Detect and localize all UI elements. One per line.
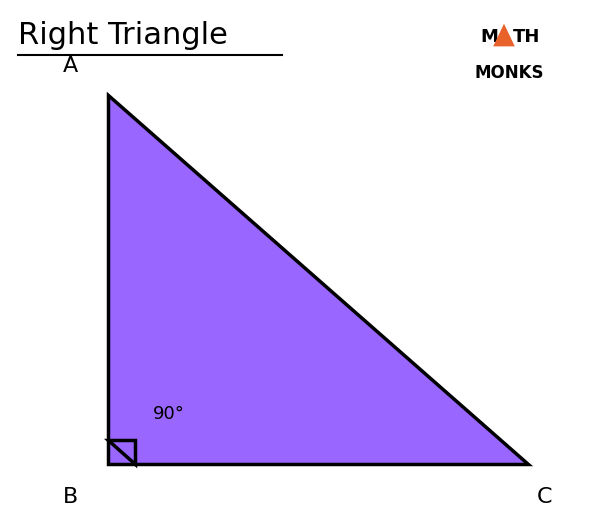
Text: C: C	[537, 487, 553, 508]
Text: M: M	[480, 28, 498, 46]
Polygon shape	[108, 95, 528, 464]
Polygon shape	[493, 24, 515, 46]
Polygon shape	[108, 440, 135, 464]
Text: MONKS: MONKS	[474, 64, 544, 82]
Text: 90°: 90°	[153, 405, 185, 423]
Text: TH: TH	[513, 28, 541, 46]
Text: Right Triangle: Right Triangle	[18, 21, 228, 50]
Text: A: A	[63, 56, 78, 76]
Text: B: B	[63, 487, 78, 508]
